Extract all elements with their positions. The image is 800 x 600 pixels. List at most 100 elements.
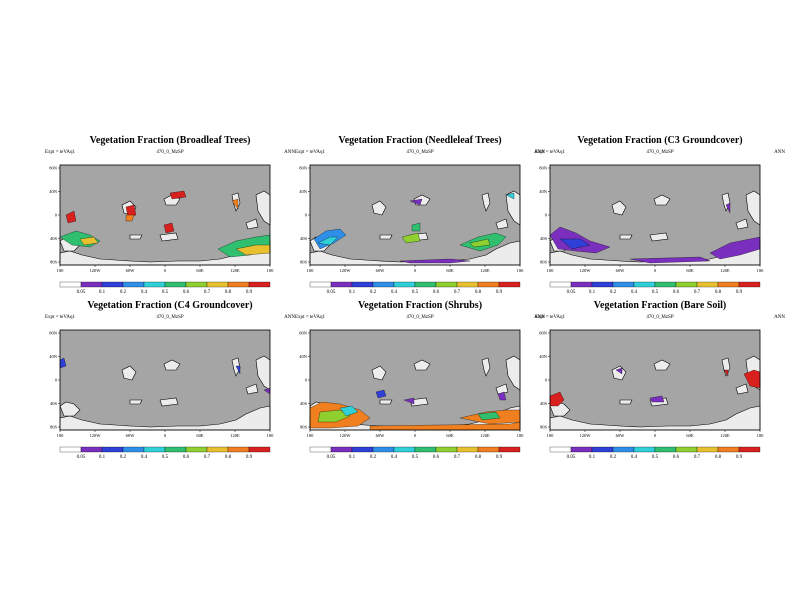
colorbar-swatch <box>59 281 82 288</box>
colorbar-swatch <box>414 446 437 453</box>
vegetation-region <box>317 409 351 423</box>
expt-label: Expt = teVAq1 <box>295 315 325 320</box>
period-label: ANN <box>534 315 545 320</box>
lon-tick-label: 180 <box>757 433 765 438</box>
land-mass <box>409 397 429 407</box>
lon-tick-label: 0 <box>654 433 657 438</box>
vegetation-region <box>649 395 665 403</box>
land-mass <box>231 357 241 377</box>
land-mass <box>735 383 749 395</box>
land-mass <box>129 234 143 240</box>
period-label: ANN <box>284 315 295 320</box>
colorbar-tick-label: 0.6 <box>673 455 680 460</box>
map-plot: 80N 40N 0 40S 80S 180 120W 60W 0 60E 120E 180 0.05 0.… <box>299 329 525 460</box>
vegetation-region <box>723 369 729 377</box>
colorbar-swatch <box>414 281 437 288</box>
colorbar-tick-label: 0.5 <box>162 455 169 460</box>
colorbar-swatch <box>227 281 250 288</box>
colorbar-tick-label: 0.2 <box>610 455 617 460</box>
colorbar-swatch <box>612 281 635 288</box>
colorbar-swatch <box>206 446 229 453</box>
lon-tick-label: 180 <box>547 268 555 273</box>
lat-tick-label: 80S <box>50 260 58 265</box>
lon-tick-label: 60E <box>196 268 204 273</box>
panel-title: Vegetation Fraction (Shrubs) <box>357 300 483 311</box>
panel-title: Vegetation Fraction (C4 Groundcover) <box>87 300 253 311</box>
map-plot: 80N 40N 0 40S 80S 180 120W 60W 0 60E 120E 180 0.05 0.… <box>539 329 765 460</box>
colorbar-tick-label: 0.05 <box>327 455 336 460</box>
colorbar-tick-label: 0.6 <box>183 455 190 460</box>
colorbar-tick-label: 0.05 <box>77 455 86 460</box>
map-panel-needleleaf-trees: Vegetation Fraction (Needleleaf Trees) Ex… <box>295 135 545 300</box>
lat-tick-label: 40N <box>299 354 308 359</box>
colorbar-swatch <box>591 281 614 288</box>
colorbar-swatch <box>351 446 374 453</box>
vegetation-region <box>505 192 515 200</box>
land-mass <box>653 359 671 371</box>
colorbar-swatch <box>549 281 572 288</box>
lon-tick-label: 180 <box>517 433 525 438</box>
land-mass <box>413 359 431 371</box>
colorbar-swatch <box>164 446 187 453</box>
colorbar-tick-label: 0.4 <box>631 290 638 295</box>
colorbar-swatch <box>456 446 479 453</box>
lon-tick-label: 120E <box>480 268 490 273</box>
colorbar <box>549 281 761 288</box>
land-mass <box>481 357 491 377</box>
vegetation-region <box>169 190 187 200</box>
land-mass <box>481 192 491 212</box>
lon-tick-label: 0 <box>164 268 167 273</box>
colorbar-tick-label: 0.2 <box>120 290 127 295</box>
land-mass <box>611 200 627 216</box>
land-mass <box>653 194 671 206</box>
colorbar-swatch <box>185 281 208 288</box>
colorbar-tick-label: 0.5 <box>652 455 659 460</box>
land-mass <box>159 397 179 407</box>
map-panel-c4-groundcover: Vegetation Fraction (C4 Groundcover) Expt… <box>45 300 295 465</box>
colorbar-tick-label: 0.6 <box>433 455 440 460</box>
colorbar-swatch <box>477 446 500 453</box>
vegetation-region <box>409 198 423 206</box>
colorbar-swatch <box>456 281 479 288</box>
colorbar-tick-label: 0.9 <box>496 455 503 460</box>
colorbar-tick-label: 0.5 <box>652 290 659 295</box>
colorbar-swatch <box>717 281 740 288</box>
lon-tick-label: 60W <box>616 433 626 438</box>
lat-tick-label: 40S <box>300 236 308 241</box>
colorbar-swatch <box>59 446 82 453</box>
colorbar-tick-label: 0.4 <box>141 290 148 295</box>
ocean-area <box>550 330 760 430</box>
land-mass <box>379 234 393 240</box>
colorbar-swatch <box>143 446 166 453</box>
lat-tick-label: 80S <box>300 425 308 430</box>
colorbar-tick-label: 0.5 <box>162 290 169 295</box>
colorbar-tick-label: 0.6 <box>183 290 190 295</box>
colorbar-swatch <box>654 281 677 288</box>
colorbar-swatch <box>570 281 593 288</box>
map-plot: 80N 40N 0 40S 80S 180 120W 60W 0 60E 120E 180 0.05 0.… <box>49 164 274 295</box>
colorbar-swatch <box>248 281 271 288</box>
lat-tick-label: 40N <box>49 189 58 194</box>
vegetation-region <box>469 238 491 248</box>
lon-tick-label: 0 <box>414 268 417 273</box>
panel-title: Vegetation Fraction (Bare Soil) <box>593 300 727 311</box>
colorbar-tick-label: 0.05 <box>567 290 576 295</box>
colorbar-tick-label: 0.2 <box>120 455 127 460</box>
colorbar-tick-label: 0.9 <box>736 290 743 295</box>
colorbar-tick-label: 0.8 <box>225 290 232 295</box>
vegetation-region <box>411 222 421 232</box>
expt-label: Expt = teVAq1 <box>45 315 75 320</box>
colorbar-tick-label: 0.5 <box>412 290 419 295</box>
expt-label: Expt = teVAq1 <box>295 150 325 155</box>
period-label: ANN <box>774 150 785 155</box>
land-mass <box>619 399 633 405</box>
colorbar-swatch <box>330 281 353 288</box>
vegetation-region <box>79 236 99 246</box>
map-plot: 80N 40N 0 40S 80S 180 120W 60W 0 60E 120E 180 0.05 0.… <box>299 164 524 295</box>
lat-tick-label: 40N <box>539 189 548 194</box>
run-label: 470_0_MzSP <box>156 315 184 320</box>
run-label: 470_0_MzSP <box>646 150 674 155</box>
land-mass <box>371 365 387 381</box>
colorbar <box>59 446 271 453</box>
panel-title: Vegetation Fraction (Broadleaf Trees) <box>89 135 251 146</box>
